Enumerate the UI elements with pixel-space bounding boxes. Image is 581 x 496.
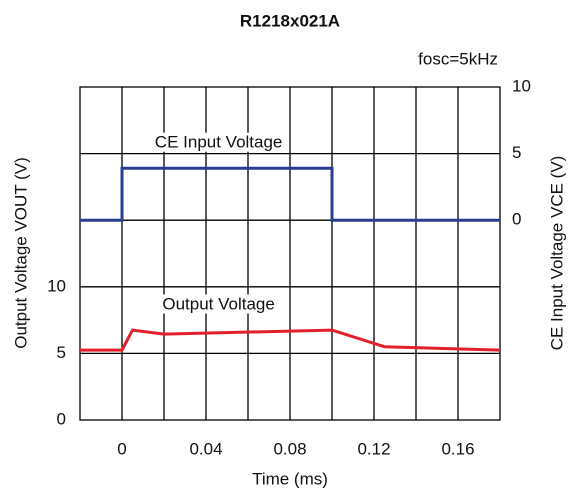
x-tick-label: 0.08 — [273, 439, 306, 458]
y-tick-label: 10 — [47, 276, 66, 295]
series-label: Output Voltage — [162, 295, 274, 314]
y2-tick-label: 0 — [512, 210, 521, 229]
x-tick-label: 0.04 — [189, 439, 222, 458]
series-line — [80, 166, 500, 222]
series-line — [80, 328, 501, 352]
y-axis-label: Output Voltage VOUT (V) — [11, 157, 30, 349]
x-tick-label: 0 — [117, 439, 126, 458]
y-tick-label: 5 — [57, 343, 66, 362]
x-axis-label: Time (ms) — [252, 469, 328, 488]
series-label: CE Input Voltage — [155, 133, 283, 152]
series-label-bg — [149, 132, 288, 152]
y2-axis-label: CE Input Voltage VCE (V) — [547, 156, 566, 351]
y2-tick-label: 10 — [512, 76, 531, 95]
chart-subtitle: fosc=5kHz — [418, 49, 498, 68]
x-tick-label: 0.12 — [357, 439, 390, 458]
y2-tick-label: 5 — [512, 143, 521, 162]
chart-title: R1218x021A — [240, 11, 340, 30]
y-tick-label: 0 — [57, 409, 66, 428]
series-label-bg — [157, 294, 280, 314]
x-tick-label: 0.16 — [441, 439, 474, 458]
